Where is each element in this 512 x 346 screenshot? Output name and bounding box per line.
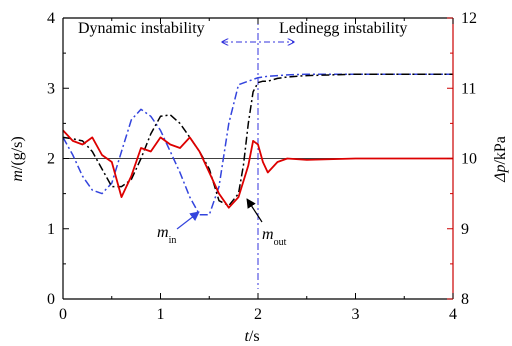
y-left-axis-title-unit: /(g/s) (9, 136, 26, 170)
y-left-tick-label: 3 (47, 80, 55, 97)
svg-text:min: min (157, 224, 176, 246)
x-tick-label: 4 (449, 306, 457, 323)
y-left-tick-label: 4 (47, 10, 55, 27)
series-line-dp (62, 129, 453, 209)
y-left-tick-label: 2 (47, 151, 55, 168)
x-axis-title-unit: /s (249, 328, 260, 345)
y-right-axis-title: Δp/kPa (492, 136, 509, 183)
annotation-m-out-main: m (262, 226, 274, 243)
y-left-tick-label: 1 (47, 221, 55, 238)
y-right-axis-title-unit: /kPa (492, 136, 509, 164)
annotation-m-in-sub: in (169, 235, 177, 246)
y-right-tick-label: 9 (461, 221, 469, 238)
y-left-tick-label: 0 (47, 291, 55, 308)
x-axis-title: t/s (244, 328, 259, 345)
x-tick-label: 0 (59, 306, 67, 323)
region-left-label: Dynamic instability (78, 20, 205, 37)
annotation-m-out: mout (246, 198, 287, 248)
svg-text:t/s: t/s (244, 328, 259, 345)
y-right-tick-label: 10 (461, 151, 477, 168)
y-right-tick-label: 8 (461, 291, 469, 308)
y-right-tick-label: 11 (461, 80, 476, 97)
x-tick-label: 2 (254, 306, 262, 323)
x-tick-label: 1 (157, 306, 165, 323)
y-left-axis-title-main: m (9, 170, 26, 182)
series-line-m-out (62, 73, 453, 207)
svg-text:mout: mout (262, 226, 287, 248)
y-right-tick-label: 12 (461, 10, 477, 27)
y-left-axis-title: m/(g/s) (9, 136, 26, 181)
svg-text:m/(g/s): m/(g/s) (9, 136, 26, 181)
x-tick-label: 3 (352, 306, 360, 323)
annotation-m-in: min (157, 211, 200, 246)
series-line-m-in (62, 73, 453, 216)
annotation-m-in-arrow (176, 211, 200, 230)
x-axis-title-main: t (244, 328, 249, 345)
y-right-axis-title-main: Δp (492, 165, 509, 183)
region-right-label: Ledinegg instability (279, 20, 407, 37)
svg-text:Δp/kPa: Δp/kPa (492, 136, 509, 183)
annotation-m-in-main: m (157, 224, 169, 241)
annotation-m-out-arrow (246, 198, 263, 223)
annotation-m-out-sub: out (274, 237, 287, 248)
plot-area (62, 18, 453, 289)
